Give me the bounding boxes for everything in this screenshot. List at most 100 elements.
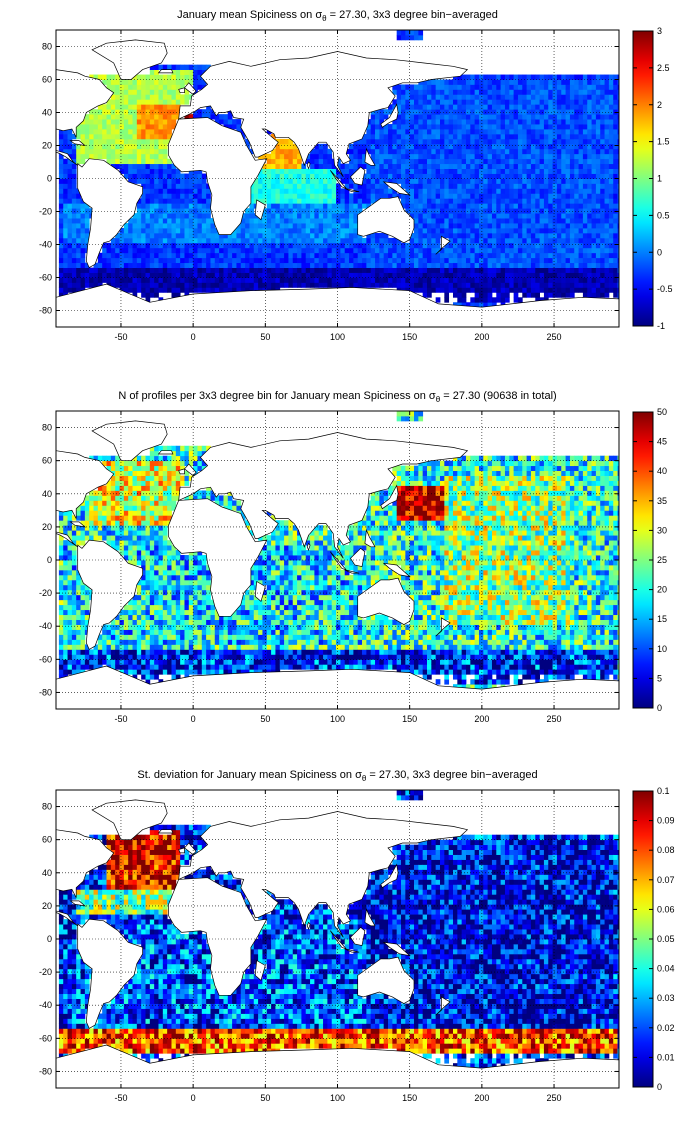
heatmap-cell [80,143,86,150]
heatmap-cell [63,133,68,140]
heatmap-cell [158,114,164,120]
heatmap-cell [84,119,90,125]
heatmap-cell [84,232,90,239]
heatmap-cell [323,173,328,179]
heatmap-cell [422,188,428,194]
heatmap-cell [175,84,181,90]
heatmap-cell [110,257,116,264]
heatmap-cell [89,282,94,288]
heatmap-cell [258,178,263,184]
heatmap-cell [323,163,328,169]
heatmap-cell [292,218,298,224]
heatmap-cell [188,287,194,293]
heatmap-cell [175,218,181,224]
heatmap-cell [517,228,523,234]
heatmap-cell [383,247,389,254]
heatmap-cell [141,292,146,298]
heatmap-cell [565,173,571,179]
heatmap-cell [405,242,411,249]
heatmap-cell [279,193,285,199]
heatmap-cell [556,124,562,130]
heatmap-cell [366,232,372,239]
heatmap-cell [128,282,133,288]
heatmap-cell [76,654,81,660]
heatmap-cell [67,138,73,145]
heatmap-cell [422,133,428,140]
heatmap-cell [310,247,315,254]
heatmap-cell [556,193,562,199]
heatmap-cell [582,232,588,239]
heatmap-cell [582,124,588,130]
heatmap-cell [288,262,294,268]
heatmap-cell [76,272,81,278]
heatmap-cell [158,223,164,229]
heatmap-cell [240,287,246,293]
heatmap-cell [154,228,159,234]
heatmap-cell [279,203,285,209]
heatmap-cell [119,277,125,283]
heatmap-cell [600,173,605,179]
heatmap-cell [271,173,276,179]
heatmap-cell [604,89,610,95]
heatmap-cell [262,282,268,288]
heatmap-cell [561,89,566,95]
heatmap-cell [210,228,216,234]
heatmap-cell [556,168,562,174]
heatmap-cell [297,228,302,234]
heatmap-cell [102,644,107,650]
heatmap-cell [582,252,588,259]
heatmap-cell [171,287,177,293]
heatmap-cell [305,178,311,184]
heatmap-cell [336,242,341,249]
heatmap-cell [297,168,302,174]
heatmap-cell [418,267,424,273]
heatmap-cell [145,223,151,229]
heatmap-cell [275,198,281,204]
heatmap-cell [67,133,73,140]
heatmap-cell [76,664,81,670]
heatmap-cell [613,208,618,214]
heatmap-cell [71,584,77,591]
heatmap-cell [552,282,558,288]
heatmap-cell [465,232,471,239]
colorbar-tick-label: 2 [657,100,662,110]
heatmap-cell [613,232,618,239]
heatmap-cell [617,133,619,140]
heatmap-cell [569,213,575,219]
heatmap-cell [431,89,437,95]
heatmap-cell [379,163,385,169]
heatmap-cell [561,84,566,90]
heatmap-cell [496,247,502,254]
heatmap-cell [439,153,445,160]
heatmap-cell [539,203,545,209]
heatmap-cell [418,153,424,160]
heatmap-cell [362,153,367,160]
heatmap-cell [461,282,467,288]
heatmap-cell [517,74,523,80]
heatmap-cell [323,168,328,174]
heatmap-cell [548,143,553,150]
heatmap-cell [465,158,471,165]
heatmap-cell [431,153,437,160]
heatmap-cell [435,262,441,268]
heatmap-cell [301,282,307,288]
heatmap-cell [470,193,476,199]
heatmap-cell [448,277,454,283]
heatmap-cell [500,213,506,219]
heatmap-cell [565,228,571,234]
coastline-group [56,39,619,327]
heatmap-cell [604,223,610,229]
heatmap-cell [548,257,553,264]
heatmap-cell [149,262,155,268]
heatmap-cell [491,178,497,184]
heatmap-cell [569,272,575,278]
heatmap-cell [569,237,575,244]
heatmap-cell [253,287,259,293]
heatmap-cell [292,228,298,234]
heatmap-cell [76,669,81,675]
heatmap-cell [539,237,545,244]
heatmap-cell [167,213,172,219]
heatmap-cell [262,198,268,204]
heatmap-cell [595,208,601,214]
heatmap-cell [435,163,441,169]
